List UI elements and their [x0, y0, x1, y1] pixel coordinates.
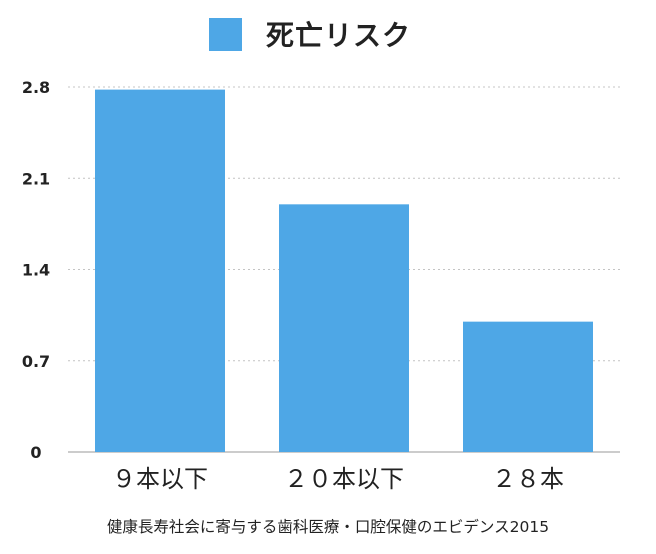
- bar: [463, 321, 593, 452]
- y-tick-label: 0: [30, 443, 41, 462]
- legend-label: 死亡リスク: [266, 19, 412, 52]
- x-tick-label: ２８本: [492, 465, 564, 493]
- x-tick-label: ９本以下: [112, 465, 208, 493]
- legend-swatch: [209, 17, 242, 51]
- x-tick-label: ２０本以下: [284, 465, 404, 493]
- y-tick-label: 1.4: [22, 261, 50, 280]
- y-tick-label: 2.8: [22, 78, 50, 97]
- bar: [95, 89, 225, 452]
- legend: 死亡リスク: [209, 14, 411, 54]
- y-tick-label: 0.7: [22, 352, 50, 371]
- y-tick-label: 2.1: [22, 169, 50, 188]
- source-caption: 健康長寿社会に寄与する歯科医療・口腔保健のエビデンス2015: [106, 518, 550, 536]
- bar: [279, 204, 409, 452]
